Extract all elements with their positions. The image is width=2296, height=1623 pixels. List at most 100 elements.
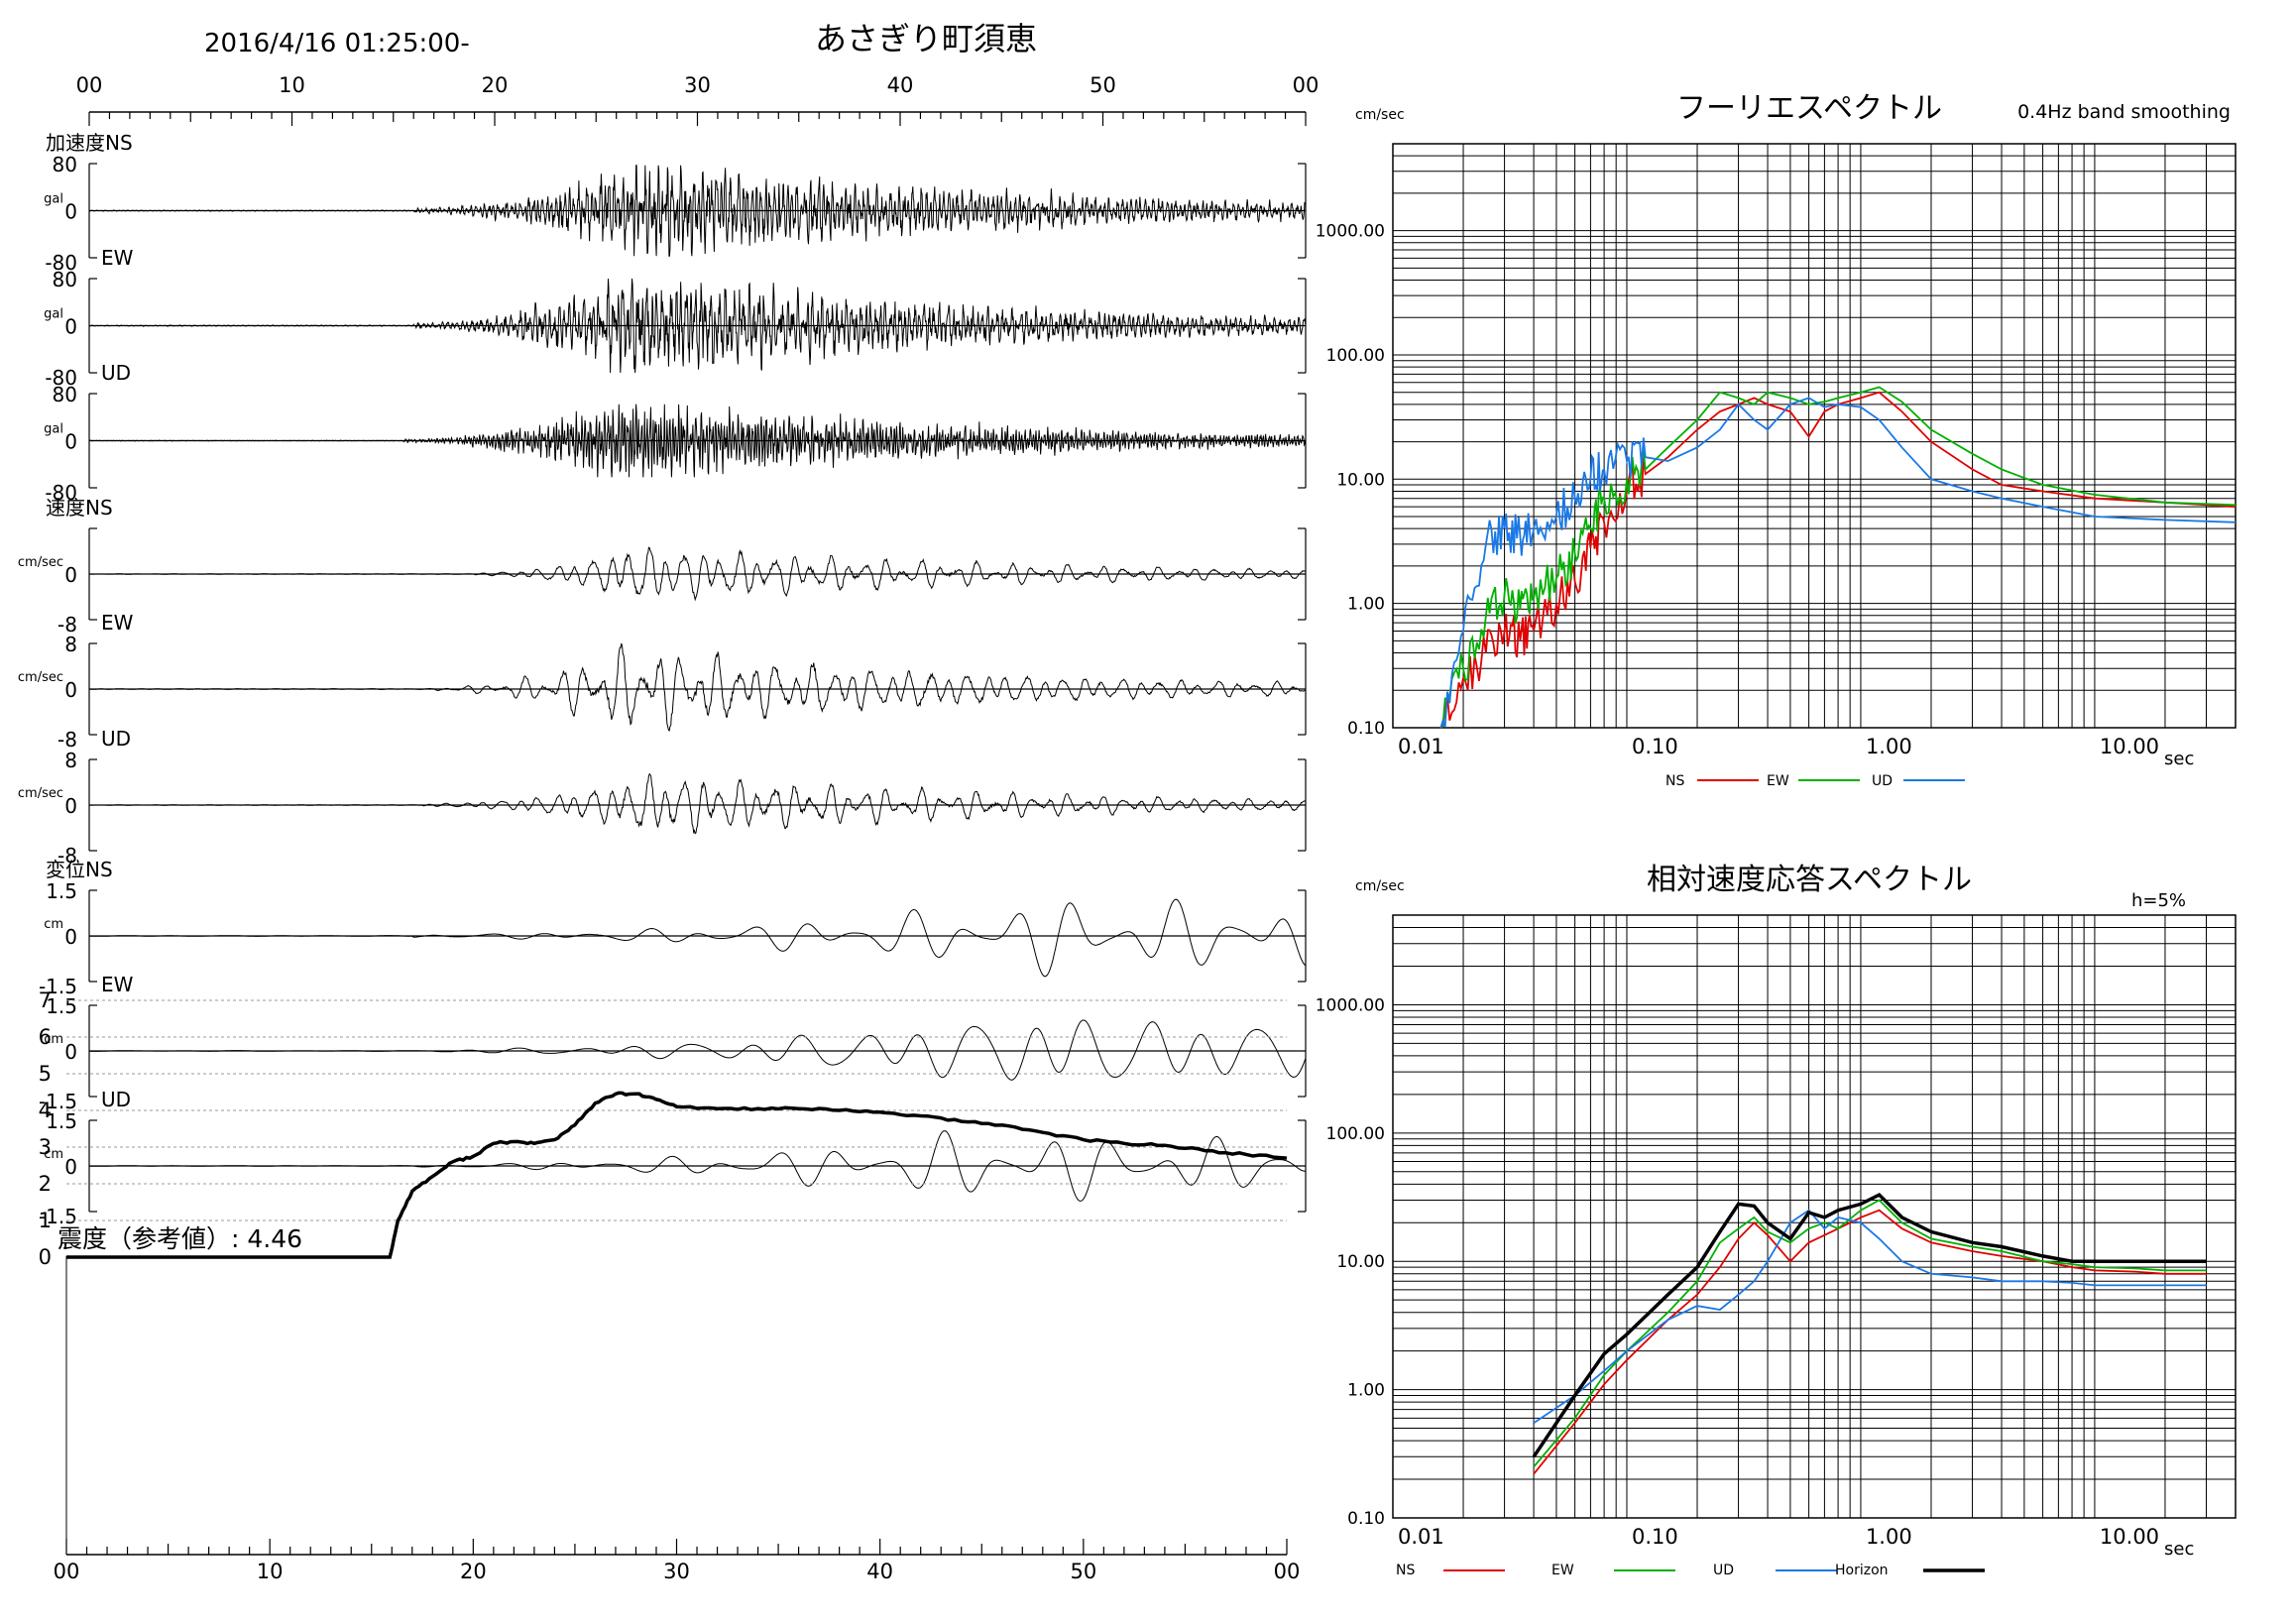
response-y-tick-label: 10.00	[1336, 1252, 1385, 1272]
response-note: h=5%	[2131, 890, 2186, 911]
response-y-tick-label: 1000.00	[1316, 995, 1385, 1015]
waveform-trace	[89, 404, 1307, 478]
y-tick-label: -8	[57, 613, 77, 637]
y-tick-label: 0	[64, 1155, 77, 1179]
fourier-x-tick-label: 0.01	[1398, 735, 1444, 758]
y-tick-label: -80	[45, 481, 77, 505]
waveform-trace	[89, 1130, 1307, 1202]
y-tick-label: 8	[64, 633, 77, 656]
trace-label: 速度NS	[46, 496, 113, 520]
intensity-y-label: 2	[39, 1172, 52, 1196]
waveform-trace	[89, 772, 1307, 835]
intensity-x-label: 40	[866, 1560, 893, 1583]
trace-label: UD	[101, 1088, 131, 1111]
fourier-legend-label: UD	[1872, 773, 1893, 789]
waveform-panel-ew-2: EW 1.5 0 -1.5 cm	[39, 973, 1307, 1113]
fourier-note: 0.4Hz band smoothing	[2017, 101, 2231, 123]
intensity-x-label: 00	[54, 1560, 80, 1583]
y-tick-label: 0	[64, 200, 77, 224]
response-series-ew	[1533, 1199, 2207, 1468]
fourier-y-tick-label: 0.10	[1347, 719, 1385, 739]
trace-label: UD	[101, 361, 131, 385]
response-legend-label: NS	[1396, 1563, 1415, 1578]
waveform-panel-ud-2: UD 1.5 0 -1.5 cm	[39, 1088, 1307, 1228]
waveform-panel-ud-1: UD 8 0 -8 cm/sec	[18, 727, 1307, 868]
waveform-panel-ew-0: EW 80 0 -80 gal	[44, 246, 1307, 390]
intensity-y-label: 5	[39, 1062, 52, 1086]
fourier-y-tick-label: 100.00	[1326, 346, 1385, 366]
trace-label: UD	[101, 727, 131, 751]
time-tick-label-top: 20	[482, 73, 509, 97]
response-legend-label: EW	[1551, 1563, 1574, 1578]
station-name: あさぎり町須恵	[815, 20, 1037, 58]
fourier-x-tick-label: 0.10	[1632, 735, 1678, 758]
intensity-title: 震度（参考値）: 4.46	[57, 1224, 302, 1253]
response-series-ns	[1533, 1209, 2207, 1475]
response-y-unit: cm/sec	[1355, 878, 1405, 894]
response-y-tick-label: 100.00	[1326, 1124, 1385, 1144]
time-tick-label-top: 00	[1293, 73, 1320, 97]
y-tick-label: 0	[64, 315, 77, 339]
y-tick-label: 8	[64, 749, 77, 772]
unit-label: gal	[44, 192, 63, 207]
waveform-trace	[88, 278, 1307, 374]
response-x-tick-label: 0.10	[1632, 1525, 1678, 1549]
response-legend-label: UD	[1713, 1563, 1734, 1578]
intensity-x-label: 00	[1274, 1560, 1301, 1583]
intensity-x-label: 20	[460, 1560, 487, 1583]
trace-label: EW	[101, 246, 134, 270]
waveform-panel-ud-0: UD 80 0 -80 gal	[44, 361, 1307, 505]
response-y-tick-label: 0.10	[1347, 1509, 1385, 1529]
response-x-tick-label: 1.00	[1866, 1525, 1912, 1549]
response-legend-label: Horizon	[1835, 1563, 1889, 1578]
response-series-ud	[1533, 1209, 2207, 1424]
unit-label: cm	[44, 1032, 63, 1047]
y-tick-label: 80	[53, 153, 77, 176]
trace-label: 変位NS	[46, 858, 113, 881]
y-tick-label: 0	[64, 430, 77, 454]
fourier-x-tick-label: 1.00	[1866, 735, 1912, 758]
waveform-panels: 00 10 20 30 40 50 00加速度NS800-80galEW800-80galU…	[18, 73, 1319, 1228]
fourier-title: フーリエスペクトル	[1676, 91, 1942, 126]
intensity-x-label: 10	[257, 1560, 284, 1583]
fourier-y-tick-label: 1000.00	[1316, 222, 1385, 242]
response-plot-frame	[1392, 914, 2237, 1519]
intensity-y-label: 7	[39, 988, 52, 1012]
waveform-trace	[88, 165, 1307, 257]
waveform-trace	[89, 546, 1307, 602]
y-tick-label: -1.5	[39, 1090, 77, 1113]
unit-label: cm	[44, 1147, 63, 1162]
y-tick-label: 1.5	[46, 879, 77, 903]
response-x-tick-label: 0.01	[1398, 1525, 1444, 1549]
intensity-x-label: 50	[1070, 1560, 1096, 1583]
fourier-x-unit: sec	[2164, 749, 2194, 769]
fourier-series-ns	[1439, 391, 2237, 729]
intensity-y-label: 6	[39, 1025, 52, 1049]
waveform-trace	[89, 1019, 1307, 1081]
time-tick-label-top: 40	[887, 73, 914, 97]
y-tick-label: 0	[64, 678, 77, 702]
y-tick-label: 80	[53, 268, 77, 291]
unit-label: cm/sec	[18, 555, 63, 570]
unit-label: cm/sec	[18, 670, 63, 685]
intensity-line	[66, 1091, 1288, 1259]
unit-label: cm	[44, 917, 63, 932]
unit-label: gal	[44, 307, 63, 322]
trace-label: 加速度NS	[46, 131, 133, 155]
response-series-horizon	[1532, 1192, 2207, 1458]
fourier-legend-label: NS	[1665, 773, 1684, 789]
waveform-panel-ew-1: EW 8 0 -8 cm/sec	[18, 611, 1307, 752]
response-y-tick-label: 1.00	[1347, 1381, 1385, 1401]
intensity-y-label: 1	[39, 1209, 52, 1232]
waveform-trace	[89, 642, 1307, 733]
y-tick-label: 0	[64, 1040, 77, 1064]
intensity-y-label: 0	[39, 1245, 52, 1269]
record-datetime: 2016/4/16 01:25:00-	[204, 29, 470, 58]
trace-label: EW	[101, 611, 134, 635]
y-tick-label: -8	[57, 728, 77, 752]
response-x-tick-label: 10.00	[2100, 1525, 2159, 1549]
fourier-series-ud	[1439, 397, 2237, 729]
